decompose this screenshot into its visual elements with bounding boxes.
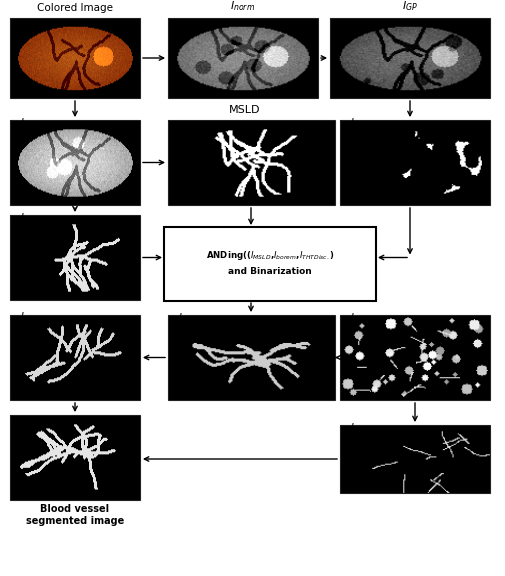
Bar xyxy=(10,120,140,205)
Bar xyxy=(10,215,140,300)
Bar xyxy=(339,120,489,205)
Text: $I_{THTDi}$: $I_{THTDi}$ xyxy=(20,211,45,225)
Bar xyxy=(339,425,489,493)
Bar xyxy=(10,415,140,500)
Text: and Binarization: and Binarization xyxy=(228,267,311,276)
Text: $I_{borem}$: $I_{borem}$ xyxy=(349,116,376,130)
Bar xyxy=(10,18,140,98)
Text: segmented image: segmented image xyxy=(26,516,124,526)
Text: $I_{cnorm}$: $I_{cnorm}$ xyxy=(20,116,46,130)
Text: $I_{cand}$: $I_{cand}$ xyxy=(178,311,199,325)
Text: $I_{GP}$: $I_{GP}$ xyxy=(401,0,417,13)
Text: Colored Image: Colored Image xyxy=(37,3,113,13)
Bar xyxy=(10,315,140,400)
Bar xyxy=(168,18,317,98)
Text: $I_{SO}$: $I_{SO}$ xyxy=(349,311,364,325)
Bar xyxy=(339,315,489,400)
Text: $I_{norm}$: $I_{norm}$ xyxy=(230,0,255,13)
Text: ANDing(($I_{MSLD}$,$I_{borem}$,$I_{THTDisc.}$): ANDing(($I_{MSLD}$,$I_{borem}$,$I_{THTDi… xyxy=(205,249,334,263)
Text: MSLD: MSLD xyxy=(229,105,260,115)
FancyBboxPatch shape xyxy=(164,227,375,301)
Bar xyxy=(329,18,489,98)
Text: $I_{Seg}$: $I_{Seg}$ xyxy=(20,311,37,325)
Bar xyxy=(168,315,334,400)
Bar xyxy=(168,120,334,205)
Text: $I_{THT}$: $I_{THT}$ xyxy=(349,421,368,435)
Text: Blood vessel: Blood vessel xyxy=(40,504,110,514)
